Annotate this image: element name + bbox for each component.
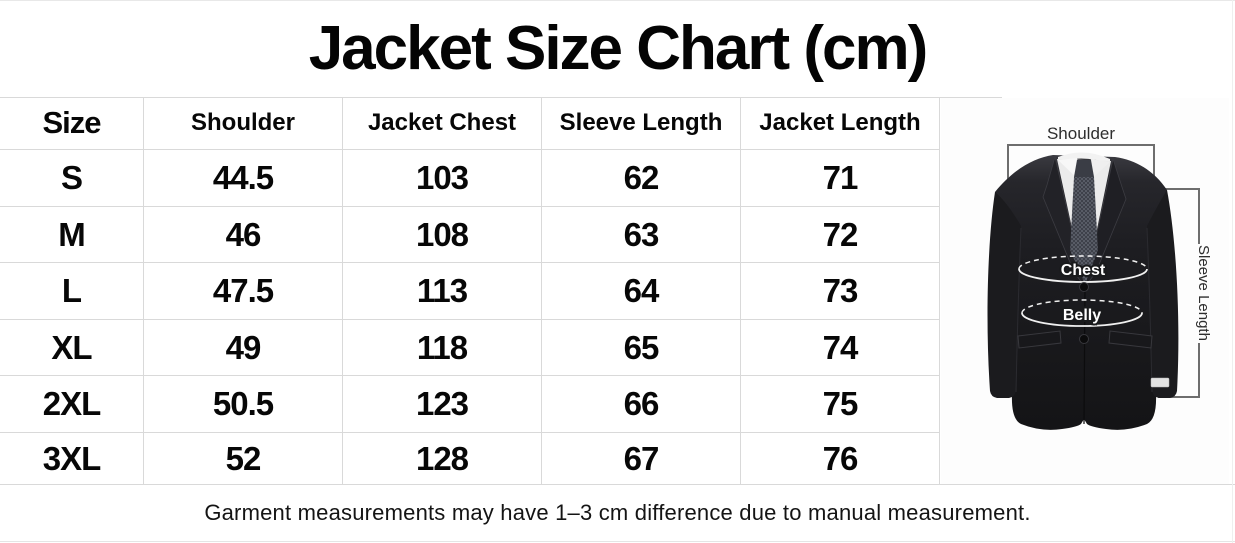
cell-sleeve-m: 63 [542, 207, 741, 263]
cuff-tag [1150, 377, 1170, 388]
measurement-note: Garment measurements may have 1–3 cm dif… [204, 500, 1031, 525]
sleeve-length-measure-label: Sleeve Length [1195, 245, 1212, 341]
left-pocket-flap [1017, 330, 1062, 349]
cell-sleeve-3xl: 67 [542, 433, 741, 484]
belly-measure-label: Belly [1063, 307, 1101, 324]
cell-length-3xl: 76 [741, 433, 940, 484]
jacket-illustration: Shoulder [941, 98, 1229, 484]
cell-chest-3xl: 128 [343, 433, 542, 484]
sleeve-label-backplate [1190, 244, 1207, 343]
belly-ellipse-top [1021, 299, 1143, 314]
cell-length-xl: 74 [741, 320, 940, 376]
header-jacket-chest: Jacket Chest [343, 97, 542, 150]
cell-length-m: 72 [741, 207, 940, 263]
cell-size-xl: XL [0, 320, 144, 376]
tie-knot [1074, 160, 1094, 177]
page-title: Jacket Size Chart (cm) [308, 14, 929, 83]
note-top-gridline [0, 484, 1235, 485]
jacket-button-top [1079, 282, 1089, 292]
header-size: Size [0, 97, 144, 150]
jacket-button-bottom [1079, 334, 1089, 344]
cell-sleeve-xl: 65 [542, 320, 741, 376]
right-sleeve-seam [1146, 227, 1153, 393]
bottom-gridline [0, 541, 1235, 542]
title-bottom-gridline [0, 97, 1002, 98]
cell-length-s: 71 [741, 150, 940, 207]
size-table: Size Shoulder Jacket Chest Sleeve Length… [0, 97, 940, 484]
shoulder-bracket-line [1007, 144, 1155, 189]
cell-length-l: 73 [741, 263, 940, 320]
top-gridline [0, 0, 1235, 1]
cell-length-2xl: 75 [741, 376, 940, 433]
cell-chest-2xl: 123 [343, 376, 542, 433]
front-opening-line [1083, 286, 1086, 425]
right-pocket-flap [1108, 330, 1153, 349]
cell-sleeve-l: 64 [542, 263, 741, 320]
cell-shoulder-2xl: 50.5 [144, 376, 343, 433]
header-sleeve-length: Sleeve Length [542, 97, 741, 150]
cell-size-l: L [0, 263, 144, 320]
cell-shoulder-xl: 49 [144, 320, 343, 376]
right-edge-gridline [1232, 0, 1233, 543]
left-sleeve [987, 192, 1021, 398]
cell-chest-l: 113 [343, 263, 542, 320]
chest-ellipse-bottom [1018, 268, 1148, 283]
chest-measure-label: Chest [1061, 262, 1106, 279]
shoulder-measure-label: Shoulder [1047, 124, 1115, 143]
cell-chest-s: 103 [343, 150, 542, 207]
cell-shoulder-m: 46 [144, 207, 343, 263]
left-sleeve-seam [1015, 227, 1022, 393]
shirt-collar-band [1058, 152, 1110, 164]
cell-size-2xl: 2XL [0, 376, 144, 433]
cell-shoulder-3xl: 52 [144, 433, 343, 484]
tie-blade [1070, 177, 1098, 284]
header-jacket-length: Jacket Length [741, 97, 940, 150]
cell-chest-m: 108 [343, 207, 542, 263]
belly-ellipse-bottom [1021, 312, 1143, 327]
jacket-measurement-diagram: Shoulder [941, 98, 1229, 484]
cell-chest-xl: 118 [343, 320, 542, 376]
right-sleeve [1147, 190, 1179, 398]
header-shoulder: Shoulder [144, 97, 343, 150]
chest-ellipse-top [1018, 255, 1148, 270]
cell-sleeve-s: 62 [542, 150, 741, 207]
cell-sleeve-2xl: 66 [542, 376, 741, 433]
jacket-body [995, 155, 1167, 430]
cell-size-3xl: 3XL [0, 433, 144, 484]
cell-size-m: M [0, 207, 144, 263]
cell-shoulder-s: 44.5 [144, 150, 343, 207]
cell-shoulder-l: 47.5 [144, 263, 343, 320]
cell-size-s: S [0, 150, 144, 207]
